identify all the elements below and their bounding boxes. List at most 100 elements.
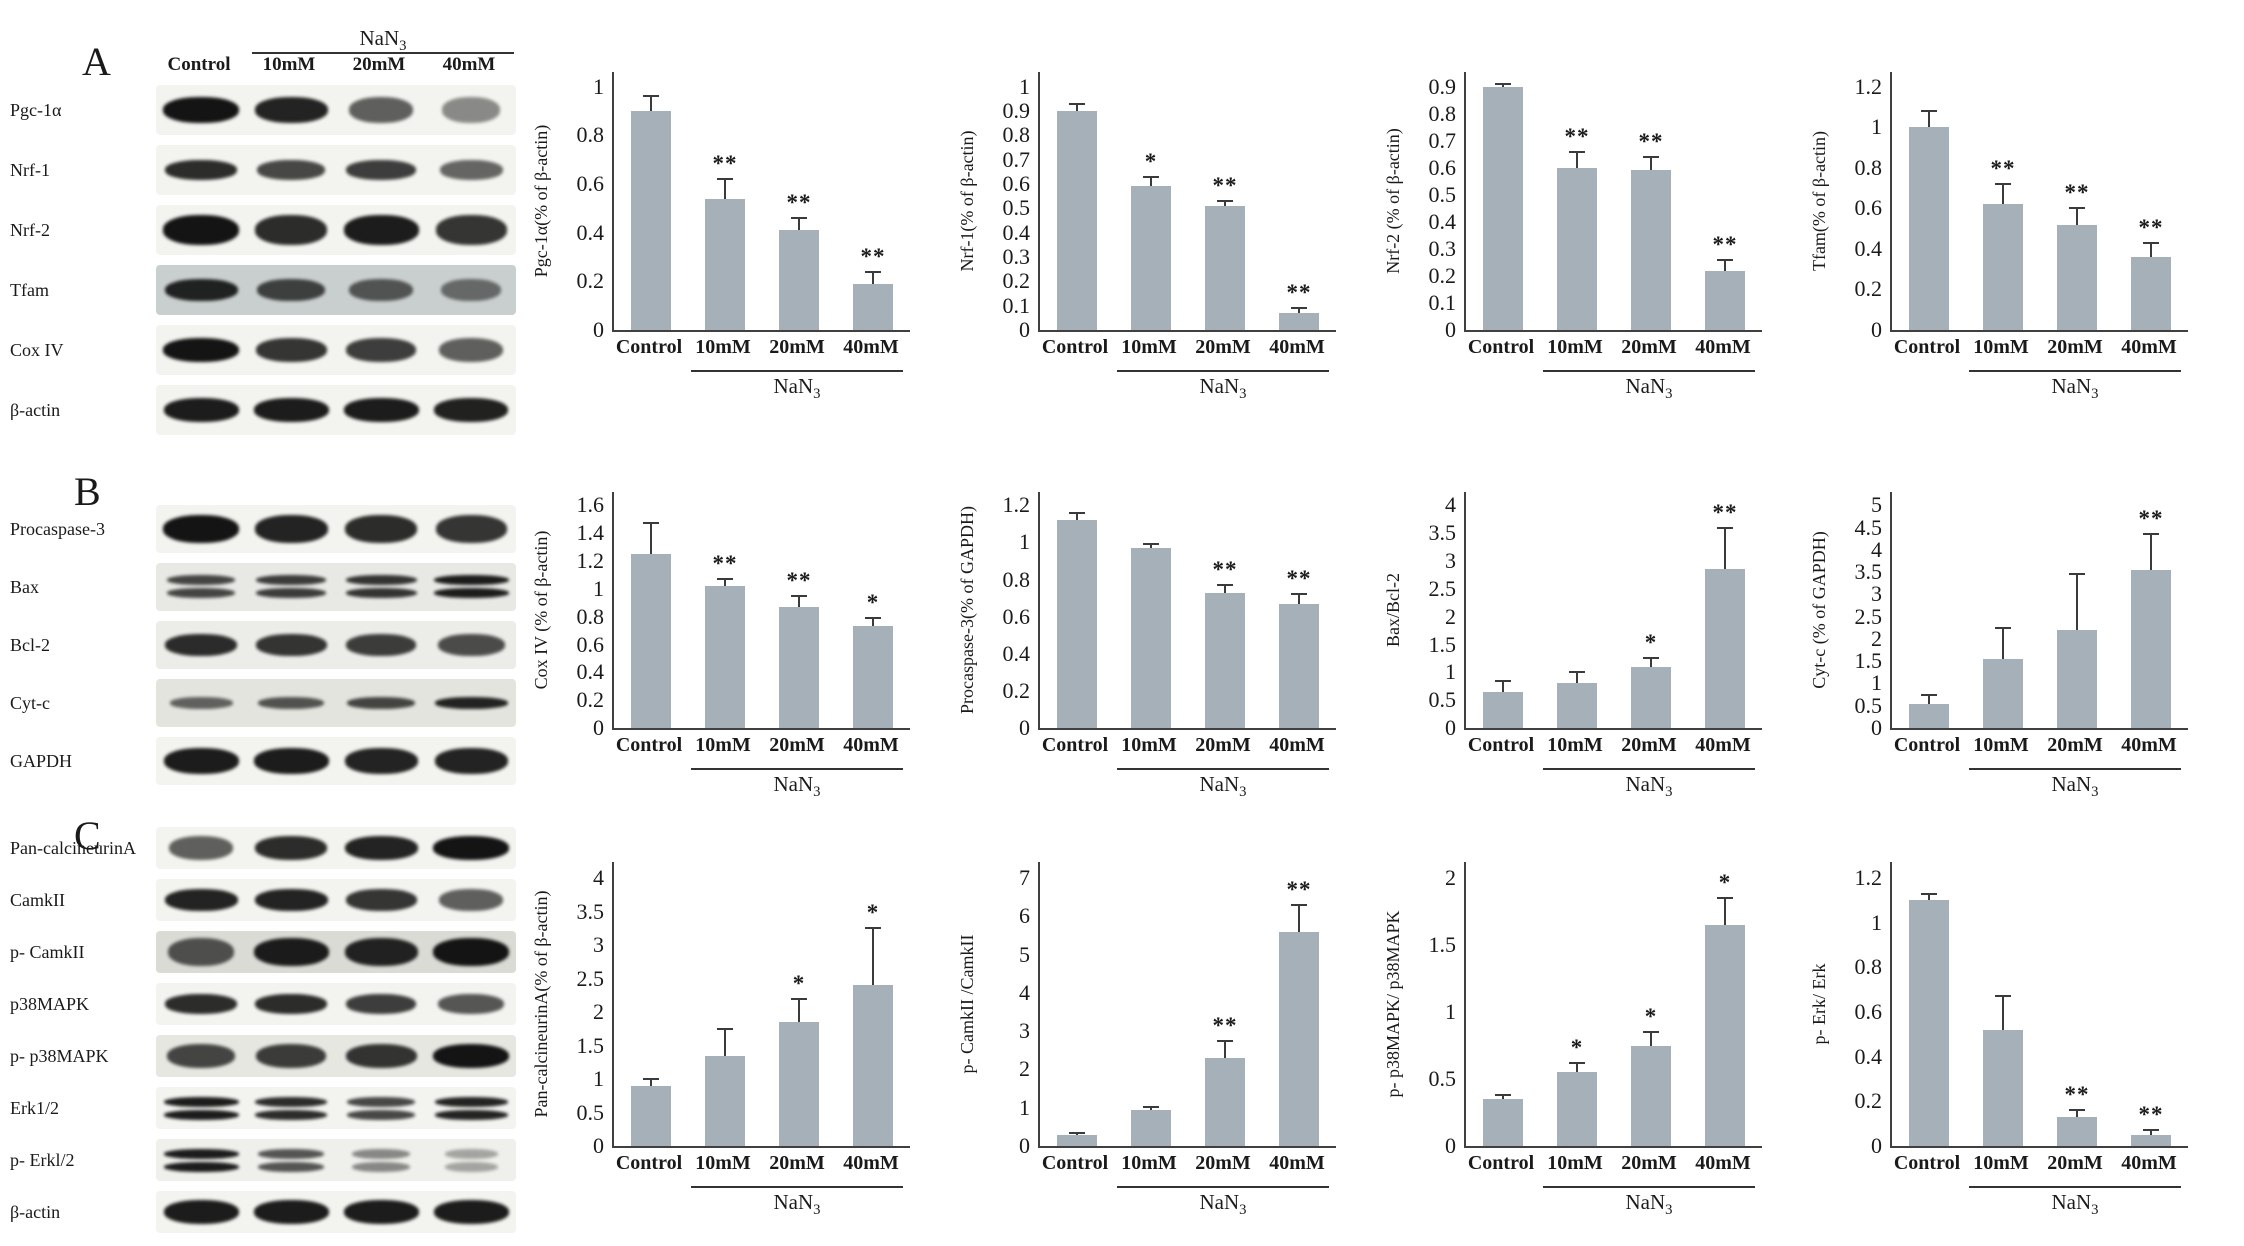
blot-band-mark [444, 1148, 498, 1159]
x-tick-label: 10mM [695, 734, 751, 756]
lane-label: 40mM [442, 54, 496, 75]
y-tick-label: 3 [1445, 548, 1456, 574]
panel-a-western-blot: NaN3 Control 10mM 20mM 40mM Pgc-1α Nrf-1 Nrf-2 T… [8, 26, 524, 440]
panel-b-western-blot: Procaspase-3 Bax Bcl-2 Cyt-c GAPDH [8, 500, 524, 790]
panel-a-charts: Pgc-1α(% of β-actin) 0 0.2 0.4 0.6 0.8 1 ** ** **… [528, 14, 2208, 414]
plot-area: ***** [1038, 72, 1336, 332]
y-tick-label: 1.6 [576, 492, 605, 518]
bar-control [1057, 110, 1097, 330]
error-bar-stem [1502, 83, 1504, 87]
bar-control [631, 110, 671, 330]
dose-group-line [1543, 1186, 1755, 1188]
panel-b-charts: Cox IV (% of β-actin) 0 0.2 0.4 0.6 0.8 1 1.2 1.… [528, 470, 2208, 812]
significance-marker: ** [1212, 557, 1238, 583]
y-tick-label: 3.5 [1428, 520, 1457, 546]
x-axis-title: NaN3 [1199, 772, 1247, 801]
y-tick-label: 0 [593, 715, 604, 740]
blot-band [426, 338, 516, 362]
dose-group-line [691, 768, 903, 770]
y-axis-title: Pgc-1α(% of β-actin) [531, 124, 551, 278]
bar-control [1483, 1099, 1523, 1146]
blot-band [246, 514, 336, 543]
bar-20mm [779, 1022, 819, 1146]
error-bar-stem [1224, 1040, 1226, 1058]
blot-band [336, 398, 426, 422]
y-tick-label: 0.7 [1428, 127, 1457, 153]
error-bar-cap [1069, 511, 1085, 514]
blot-strip [156, 1138, 516, 1182]
x-tick-label: 40mM [2121, 336, 2177, 358]
y-tick-label: 0.5 [1428, 1066, 1457, 1092]
blot-row: p- Erkl/2 [8, 1134, 524, 1186]
error-bar-cap [1995, 626, 2011, 629]
blot-strip [156, 1086, 516, 1130]
bar-40mm [2131, 569, 2171, 728]
blot-row: Bax [8, 558, 524, 616]
y-tick-label: 0.5 [1002, 195, 1031, 221]
x-axis-title: NaN3 [1625, 772, 1673, 801]
y-tick-label: 0 [1871, 317, 1882, 342]
blot-band [336, 889, 426, 911]
y-tick-label: 0 [593, 317, 604, 342]
blot-band [156, 836, 246, 860]
error-bar-stem [1502, 680, 1504, 692]
blot-strip [156, 1034, 516, 1078]
blot-band [336, 160, 426, 180]
blot-band-mark [169, 696, 233, 709]
bar-20mm [1631, 170, 1671, 330]
y-tick-label: 3 [1871, 581, 1882, 607]
significance-marker: * [1570, 1034, 1584, 1060]
error-bar-stem [798, 998, 800, 1023]
significance-marker: * [866, 590, 880, 616]
significance-marker: * [1718, 870, 1732, 896]
bar-chart-2: Nrf-1(% of β-actin) 0 0.1 0.2 0.3 0.4 0.5 0.6 0.… [954, 14, 1356, 414]
error-bar-cap [1643, 1031, 1659, 1034]
panel-c-label: C [74, 813, 101, 858]
error-bar-stem [1928, 893, 1930, 901]
x-tick-label: Control [1467, 1152, 1535, 1174]
blot-band-mark [165, 633, 237, 656]
blot-row-label: GAPDH [10, 750, 73, 771]
blot-band-mark [439, 889, 503, 911]
blot-band-mark [255, 1096, 327, 1107]
blot-row: β-actin [8, 380, 524, 440]
blot-band [426, 1200, 516, 1224]
x-tick-label: 10mM [1547, 336, 1603, 358]
blot-band [156, 633, 246, 656]
x-tick-label: 20mM [1621, 1152, 1677, 1174]
y-tick-label: 1.4 [576, 520, 605, 546]
blot-band-mark [165, 160, 237, 180]
blot-band [426, 1148, 516, 1172]
x-tick-label: Control [1893, 1152, 1961, 1174]
y-tick-label: 0.2 [1002, 268, 1031, 294]
blot-band-mark [163, 1109, 239, 1120]
error-bar-stem [1724, 898, 1726, 925]
y-tick-label: 0.1 [1428, 289, 1457, 315]
blot-band-mark [433, 836, 509, 860]
bar-40mm [2131, 1134, 2171, 1146]
x-tick-label: 40mM [843, 734, 899, 756]
blot-band-mark [343, 215, 419, 245]
y-tick-label: 0 [1445, 317, 1456, 342]
y-axis-title: p- CamkII /CamkII [957, 934, 977, 1074]
blot-band [246, 1200, 336, 1224]
y-tick-label: 0.2 [1428, 262, 1457, 288]
blot-band [156, 938, 246, 966]
x-tick-label: 10mM [695, 1152, 751, 1174]
x-tick-label: 20mM [1621, 336, 1677, 358]
y-tick-label: 1 [1019, 1094, 1030, 1120]
error-bar-cap [1921, 109, 1937, 112]
plot-area: * * * [1464, 862, 1762, 1148]
significance-marker: ** [1286, 566, 1312, 592]
blot-band-mark [164, 889, 238, 911]
blot-row-label: Tfam [10, 279, 49, 300]
y-axis-title: Procaspase-3(% of GAPDH) [957, 506, 977, 714]
blot-band-mark [347, 1096, 415, 1107]
error-bar-cap [865, 927, 881, 930]
blot-strip [156, 930, 516, 974]
y-tick-label: 0.8 [1854, 954, 1883, 980]
x-tick-labels: Control 10mM 20mM 40mM [1038, 1152, 1334, 1175]
y-axis-title: Cox IV (% of β-actin) [531, 530, 551, 690]
bar-10mm [705, 198, 745, 330]
x-axis-title: NaN3 [2051, 1190, 2099, 1219]
